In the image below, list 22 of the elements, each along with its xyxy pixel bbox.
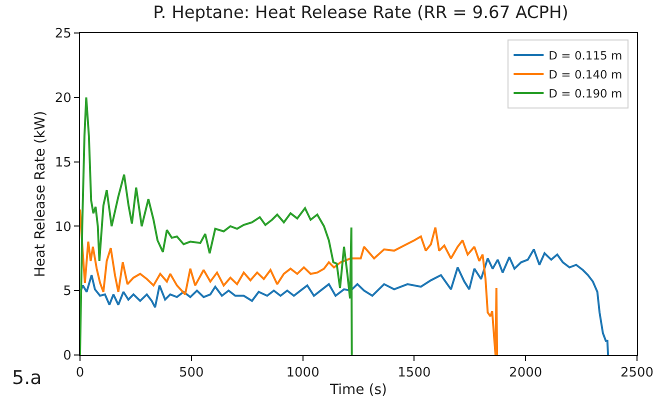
x-tick-label: 1500	[398, 366, 431, 381]
chart-title: P. Heptane: Heat Release Rate (RR = 9.67 ACPH)	[153, 3, 568, 24]
x-tick-label: 0	[76, 366, 84, 381]
line-series	[80, 248, 610, 355]
x-tick-label: 500	[178, 366, 204, 381]
y-tick-label: 5	[63, 284, 72, 300]
x-tick-label: 2500	[620, 366, 654, 381]
text: 5.a	[12, 367, 42, 389]
line-series	[80, 208, 498, 355]
y-tick-label: 20	[54, 90, 72, 106]
legend-label: D = 0.140 m	[548, 67, 622, 82]
y-tick-label: 0	[63, 348, 72, 364]
y-tick-label: 10	[54, 220, 72, 235]
x-tick-label: 2000	[509, 366, 542, 381]
y-tick-label: 15	[54, 155, 72, 170]
legend-label: D = 0.190 m	[548, 86, 622, 100]
y-axis-title: Heat Release Rate (kW)	[32, 110, 48, 278]
x-axis-title: Time (s)	[329, 382, 387, 398]
legend-label: D = 0.115 m	[548, 48, 622, 62]
line-series	[80, 96, 353, 355]
x-tick-label: 1000	[286, 366, 320, 381]
y-tick-label: 25	[54, 26, 72, 42]
